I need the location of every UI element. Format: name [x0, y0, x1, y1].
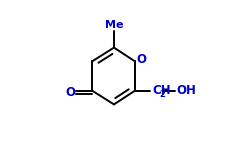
Text: O: O [136, 53, 146, 66]
Text: OH: OH [177, 84, 197, 97]
Text: O: O [65, 86, 75, 99]
Text: 2: 2 [159, 90, 165, 99]
Text: CH: CH [152, 84, 171, 97]
Text: Me: Me [105, 20, 123, 30]
